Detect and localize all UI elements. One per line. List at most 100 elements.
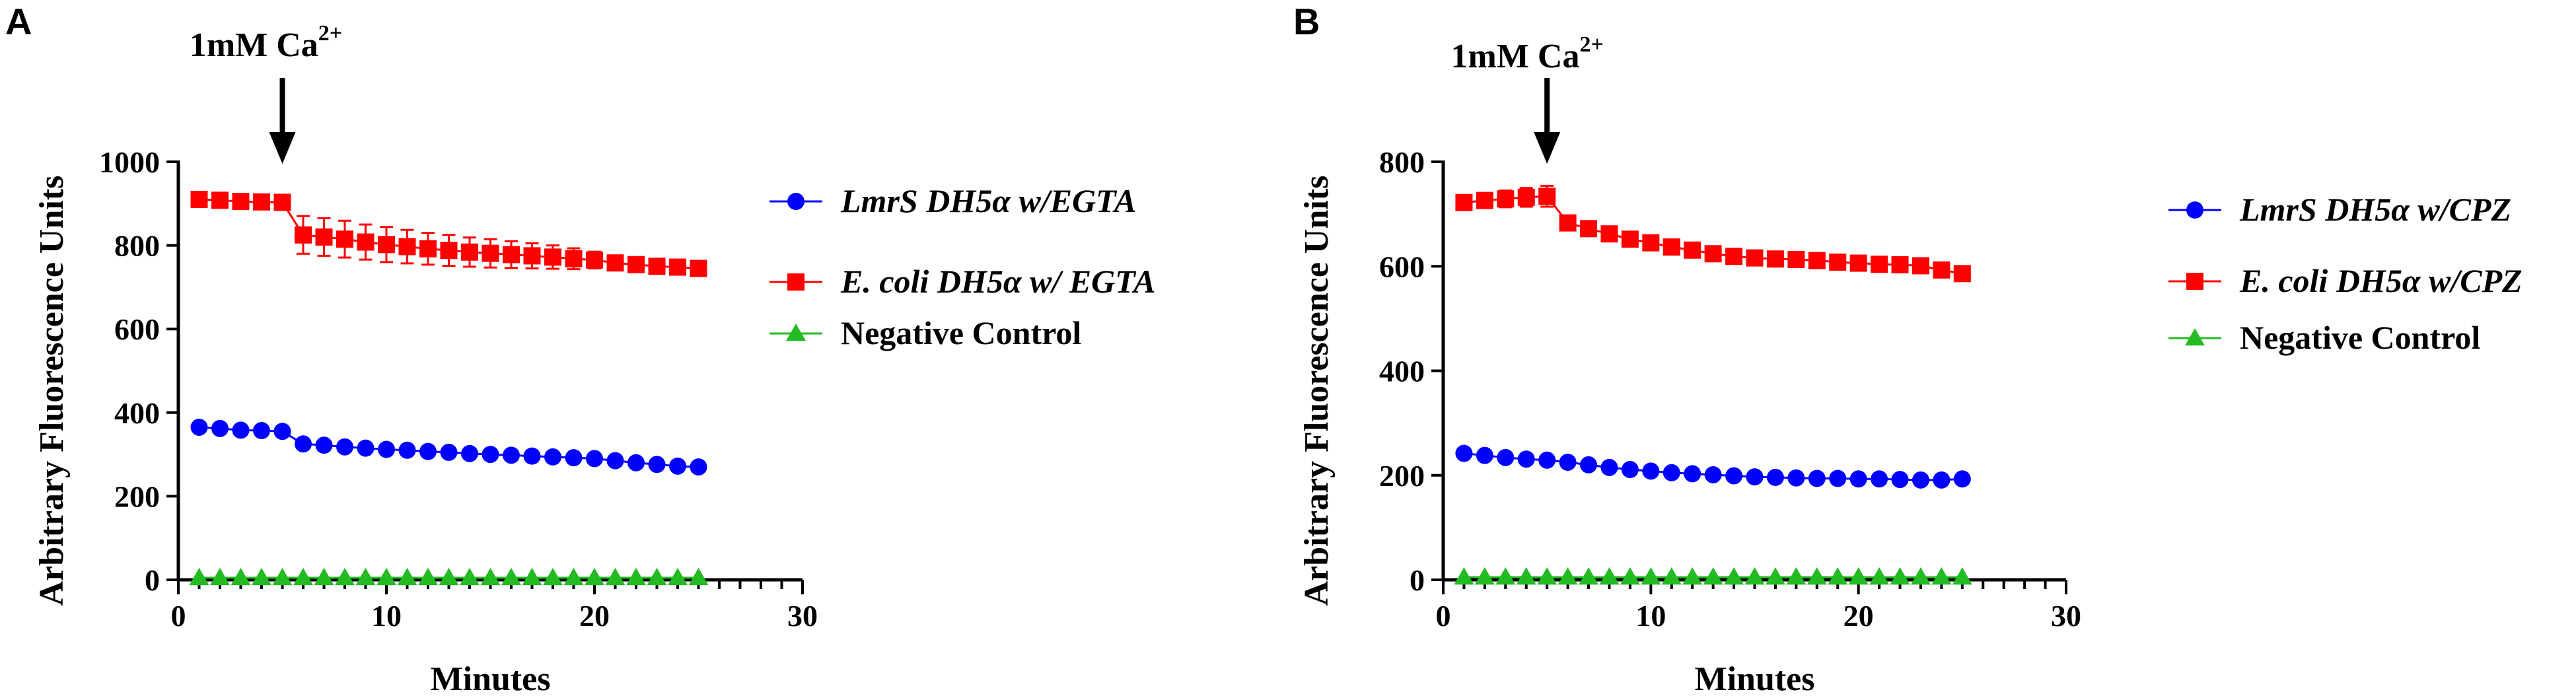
y-tick-label: 1000: [99, 145, 160, 179]
legend-label: LmrS DH5α w/CPZ: [2239, 191, 2511, 228]
data-point: [295, 226, 312, 244]
data-point: [1621, 461, 1639, 479]
data-point: [648, 258, 666, 275]
legend-item: LmrS DH5α w/CPZ: [2168, 191, 2511, 228]
data-point: [1766, 250, 1784, 268]
data-point: [397, 567, 417, 586]
legend-marker: [786, 324, 806, 341]
series-0: [1455, 444, 1971, 489]
data-point: [1476, 192, 1493, 209]
data-point: [1871, 470, 1888, 488]
legend-marker: [2186, 201, 2203, 219]
panel-letter: A: [5, 1, 32, 42]
legend: LmrS DH5α w/CPZ E. coli DH5α w/CPZ Negativ…: [2168, 191, 2522, 356]
data-point: [606, 452, 624, 470]
annotation-label: 1mM Ca2+: [190, 21, 342, 64]
annotation-text: 1mM Ca: [1451, 38, 1580, 75]
data-point: [482, 446, 499, 464]
data-point: [231, 567, 251, 586]
data-point: [543, 567, 563, 586]
data-point: [563, 567, 584, 586]
data-point: [626, 567, 646, 586]
data-point: [1682, 567, 1703, 585]
data-point: [232, 193, 250, 211]
data-point: [1663, 238, 1680, 256]
series-1: [1455, 184, 1971, 283]
data-point: [1642, 462, 1660, 480]
data-point: [1891, 256, 1909, 273]
y-tick-label: 200: [114, 479, 160, 513]
legend-label: LmrS DH5α w/EGTA: [840, 182, 1136, 219]
data-point: [440, 443, 458, 461]
data-point: [315, 437, 333, 454]
legend-item: E. coli DH5α w/CPZ: [2168, 262, 2522, 299]
data-point: [1663, 464, 1680, 481]
data-point: [690, 260, 707, 277]
y-tick-label: 200: [1379, 459, 1425, 493]
data-point: [252, 567, 271, 586]
data-point: [1829, 470, 1847, 487]
x-tick-label: 30: [2051, 599, 2081, 633]
annotation-arrow-head: [269, 132, 296, 164]
data-point: [1476, 446, 1493, 464]
data-point: [1684, 241, 1701, 259]
annotation-arrow-head: [1534, 132, 1561, 164]
data-point: [669, 457, 686, 475]
data-point: [1746, 468, 1764, 486]
data-point: [211, 192, 229, 209]
data-point: [647, 567, 667, 586]
x-tick-label: 0: [1436, 599, 1451, 633]
data-point: [273, 423, 291, 440]
data-point: [1580, 456, 1598, 473]
data-point: [1725, 248, 1743, 265]
annotation-label: 1mM Ca2+: [1451, 32, 1604, 75]
data-point: [378, 440, 395, 458]
data-point: [189, 567, 209, 586]
data-point: [1538, 188, 1556, 205]
x-tick-label: 10: [1635, 599, 1666, 633]
data-point: [1912, 471, 1929, 489]
data-point: [1559, 214, 1577, 232]
y-tick-label: 600: [1379, 250, 1425, 283]
data-point: [1455, 444, 1473, 462]
data-point: [1600, 458, 1618, 476]
data-point: [1807, 567, 1827, 585]
data-point: [336, 438, 353, 456]
data-point: [690, 458, 707, 476]
legend-label: Negative Control: [2240, 319, 2480, 356]
data-point: [648, 456, 666, 473]
data-point: [627, 256, 645, 273]
data-point: [1455, 193, 1473, 211]
data-point: [1766, 468, 1784, 486]
data-point: [1808, 470, 1826, 487]
data-point: [461, 243, 478, 261]
legend-marker: [2185, 328, 2205, 346]
data-point: [544, 448, 561, 466]
data-point: [1849, 254, 1867, 272]
data-point: [1869, 567, 1890, 585]
data-point: [544, 248, 561, 266]
data-point: [565, 449, 583, 467]
legend-item: Negative Control: [2168, 319, 2480, 356]
panel-b: B 0 200 400 600 800 0 10 20 30 Minutes Arbitrary Fl…: [1293, 1, 2522, 698]
data-point: [1891, 471, 1909, 489]
data-point: [357, 439, 375, 457]
data-point: [398, 238, 416, 256]
data-point: [1557, 567, 1578, 585]
annotation-superscript: 2+: [1579, 32, 1603, 57]
data-point: [357, 233, 375, 251]
annotation: 1mM Ca2+: [1451, 32, 1604, 164]
data-point: [1703, 567, 1723, 585]
x-axis-title: Minutes: [431, 660, 551, 698]
legend-marker: [787, 273, 805, 291]
data-point: [273, 193, 291, 211]
data-point: [1704, 466, 1722, 483]
data-point: [523, 447, 541, 465]
data-point: [586, 450, 603, 468]
data-point: [668, 567, 688, 586]
data-point: [1684, 465, 1701, 483]
data-point: [190, 418, 208, 436]
data-point: [1931, 567, 1952, 585]
data-point: [1620, 567, 1640, 585]
data-point: [1724, 567, 1744, 585]
